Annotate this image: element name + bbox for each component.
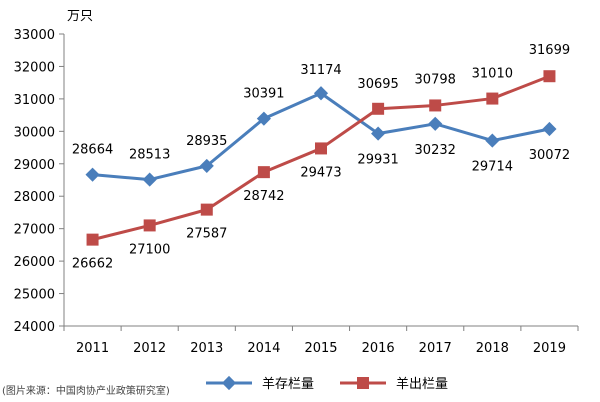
data-label-slaughter: 27100 [129, 242, 170, 257]
y-tick-label: 24000 [14, 320, 55, 335]
data-point-slaughter [143, 219, 156, 232]
data-point-inventory [199, 158, 214, 173]
legend-marker-slaughter [357, 377, 369, 389]
data-point-inventory [256, 111, 271, 126]
data-point-inventory [313, 86, 329, 101]
x-tick-label: 2013 [190, 341, 223, 356]
x-tick-label: 2019 [533, 341, 566, 356]
data-point-slaughter [486, 92, 499, 105]
data-label-slaughter: 29473 [300, 165, 341, 180]
data-point-inventory [85, 167, 100, 182]
data-label-inventory: 29714 [472, 160, 513, 175]
y-tick-label: 27000 [14, 223, 55, 238]
data-point-inventory [542, 121, 557, 137]
y-unit-label: 万只 [67, 9, 93, 24]
data-label-inventory: 30232 [415, 143, 456, 158]
legend-label-inventory: 羊存栏量 [262, 376, 314, 392]
data-point-inventory [485, 133, 500, 148]
y-tick-label: 30000 [14, 125, 55, 140]
x-tick-label: 2011 [76, 341, 109, 356]
data-point-slaughter [257, 166, 270, 179]
data-label-slaughter: 26662 [72, 257, 113, 272]
data-label-inventory: 28935 [186, 134, 227, 149]
data-point-slaughter [200, 203, 213, 216]
data-label-slaughter: 31010 [472, 67, 513, 82]
legend-marker-inventory [221, 375, 237, 391]
x-tick-label: 2015 [304, 341, 337, 356]
y-tick-label: 33000 [14, 28, 55, 43]
data-point-slaughter [372, 102, 385, 115]
y-tick-label: 29000 [14, 158, 55, 173]
legend: 羊存栏量 羊出栏量 [206, 375, 448, 392]
y-tick-labels: 33000 32000 31000 30000 29000 28000 27000 26000… [14, 28, 55, 335]
data-labels: 28664 28513 28935 30391 31174 29931 30232 29714… [72, 43, 570, 271]
x-tick-labels: 2011 2012 2013 2014 2015 2016 2017 2018 2019 [76, 341, 566, 356]
y-tick-label: 32000 [14, 60, 55, 75]
x-tick-label: 2016 [362, 341, 395, 356]
data-label-slaughter: 30798 [415, 72, 456, 87]
data-label-inventory: 31174 [300, 63, 341, 78]
axes [59, 33, 579, 331]
data-label-inventory: 28664 [72, 143, 113, 158]
data-point-inventory [142, 172, 157, 187]
source-note: (图片来源：中国肉协产业政策研究室) [2, 384, 170, 397]
data-point-inventory [428, 116, 443, 131]
y-tick-label: 31000 [14, 93, 55, 108]
data-point-slaughter [86, 233, 99, 246]
data-label-inventory: 30072 [529, 148, 570, 163]
y-tick-label: 25000 [14, 288, 55, 303]
x-tick-label: 2012 [133, 341, 166, 356]
y-tick-label: 26000 [14, 255, 55, 270]
data-label-inventory: 30391 [243, 87, 284, 102]
x-tick-label: 2017 [419, 341, 452, 356]
data-label-slaughter: 31699 [529, 43, 570, 58]
data-label-slaughter: 27587 [186, 227, 227, 242]
y-tick-label: 28000 [14, 190, 55, 205]
data-label-slaughter: 28742 [243, 189, 284, 204]
data-label-inventory: 28513 [129, 148, 170, 163]
data-point-slaughter [543, 70, 556, 83]
x-tick-label: 2018 [476, 341, 509, 356]
data-point-slaughter [315, 142, 327, 155]
legend-label-slaughter: 羊出栏量 [396, 376, 448, 392]
data-label-inventory: 29931 [357, 153, 398, 168]
data-point-inventory [371, 126, 386, 141]
x-tick-label: 2014 [247, 341, 280, 356]
data-label-slaughter: 30695 [357, 77, 398, 92]
data-point-slaughter [429, 99, 442, 112]
